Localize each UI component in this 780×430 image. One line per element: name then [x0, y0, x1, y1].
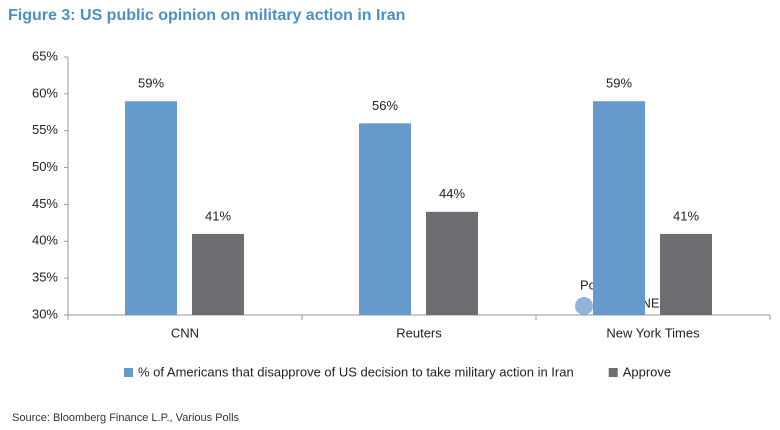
- bar: [660, 233, 712, 315]
- source: Source: Bloomberg Finance L.P., Various …: [12, 412, 240, 424]
- value-label: 56%: [372, 98, 398, 113]
- value-label: 44%: [439, 186, 465, 201]
- bar: [359, 123, 411, 315]
- x-tick-label: Reuters: [396, 325, 442, 340]
- chart-title: Figure 3: US public opinion on military …: [8, 7, 405, 24]
- legend-swatch: [124, 368, 133, 377]
- legend-label: Approve: [623, 364, 671, 379]
- legend-swatch: [608, 368, 618, 377]
- value-label: 59%: [138, 76, 164, 91]
- bar: [192, 233, 244, 315]
- y-tick-label: 45%: [32, 196, 58, 211]
- y-tick-label: 35%: [32, 270, 58, 285]
- legend-label: % of Americans that disapprove of US dec…: [138, 364, 574, 379]
- bar: [125, 101, 177, 315]
- y-tick-label: 40%: [32, 233, 58, 248]
- watermark-icon: [575, 297, 593, 315]
- bar: [593, 101, 645, 315]
- value-label: 59%: [606, 76, 632, 91]
- value-label: 41%: [673, 208, 699, 223]
- bar: [426, 211, 478, 315]
- value-label: 41%: [205, 208, 231, 223]
- x-tick-label: CNN: [171, 325, 199, 340]
- y-tick-label: 60%: [32, 85, 58, 100]
- y-tick-label: 65%: [32, 48, 58, 63]
- y-tick-label: 55%: [32, 122, 58, 137]
- y-tick-label: 30%: [32, 306, 58, 321]
- x-tick-label: New York Times: [606, 325, 700, 340]
- y-tick-label: 50%: [32, 159, 58, 174]
